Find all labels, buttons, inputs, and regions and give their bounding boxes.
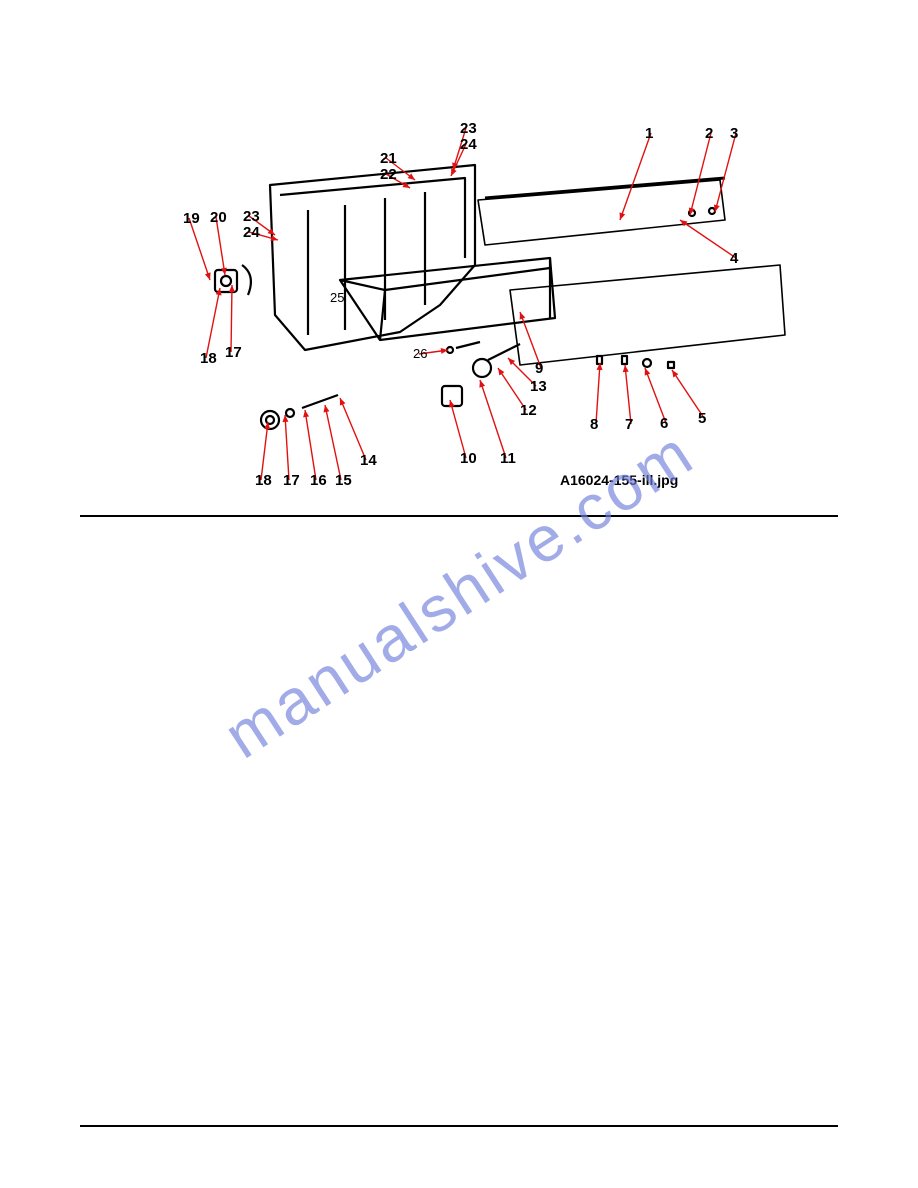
- callout-8: 8: [590, 416, 598, 433]
- callout-12: 12: [520, 402, 537, 419]
- callout-19: 19: [183, 210, 200, 227]
- callout-5: 5: [698, 410, 706, 427]
- parts-diagram: 1234567891011121314151617181718192021222…: [80, 80, 838, 500]
- callout-23b: 23: [243, 208, 260, 225]
- callout-26: 26: [413, 346, 427, 361]
- callout-24: 24: [460, 136, 477, 153]
- callout-20: 20: [210, 209, 227, 226]
- callout-15: 15: [335, 472, 352, 489]
- callout-18b: 18: [200, 350, 217, 367]
- callout-23: 23: [460, 120, 477, 137]
- leader-lines: [80, 80, 838, 500]
- callout-7: 7: [625, 416, 633, 433]
- callout-17: 17: [283, 472, 300, 489]
- callout-10: 10: [460, 450, 477, 467]
- callout-13: 13: [530, 378, 547, 395]
- divider-top: [80, 515, 838, 517]
- callout-16: 16: [310, 472, 327, 489]
- divider-bottom: [80, 1125, 838, 1127]
- callout-18: 18: [255, 472, 272, 489]
- callout-9: 9: [535, 360, 543, 377]
- callout-22: 22: [380, 166, 397, 183]
- callout-6: 6: [660, 415, 668, 432]
- callout-4: 4: [730, 250, 738, 267]
- callout-3: 3: [730, 125, 738, 142]
- image-caption: A16024-155-ill.jpg: [560, 472, 678, 488]
- callout-14: 14: [360, 452, 377, 469]
- callout-21: 21: [380, 150, 397, 167]
- callout-24b: 24: [243, 224, 260, 241]
- callout-11: 11: [500, 450, 516, 467]
- page-root: 1234567891011121314151617181718192021222…: [0, 0, 918, 1188]
- callout-2: 2: [705, 125, 713, 142]
- callout-17b: 17: [225, 344, 242, 361]
- callout-25: 25: [330, 290, 344, 305]
- callout-1: 1: [645, 125, 653, 142]
